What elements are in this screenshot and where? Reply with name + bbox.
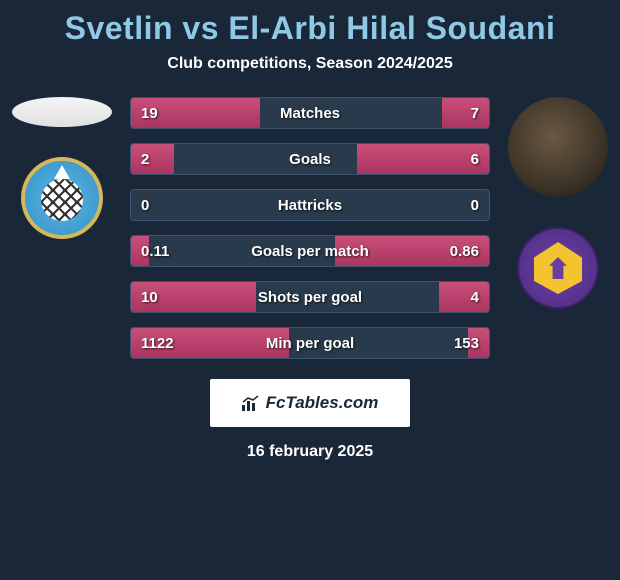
stat-row: 104Shots per goal: [130, 281, 490, 313]
subtitle: Club competitions, Season 2024/2025: [167, 55, 452, 73]
stat-row: 26Goals: [130, 143, 490, 175]
right-column: [508, 97, 608, 309]
stat-label: Matches: [131, 105, 489, 122]
page-title: Svetlin vs El-Arbi Hilal Soudani: [65, 10, 556, 47]
footer-brand-text: FcTables.com: [266, 393, 379, 413]
player-photo-left: [12, 97, 112, 127]
left-column: [12, 97, 112, 239]
date-label: 16 february 2025: [247, 443, 373, 461]
stat-row: 197Matches: [130, 97, 490, 129]
stat-label: Shots per goal: [131, 289, 489, 306]
stat-label: Goals: [131, 151, 489, 168]
stat-label: Goals per match: [131, 243, 489, 260]
chart-icon: [242, 395, 260, 411]
footer-brand-badge: FcTables.com: [210, 379, 411, 427]
stats-bars: 197Matches 26Goals 00Hattricks 0.110.86Goal…: [130, 97, 490, 359]
stat-row: 00Hattricks: [130, 189, 490, 221]
stat-row: 1122153Min per goal: [130, 327, 490, 359]
player-photo-right: [508, 97, 608, 197]
stat-label: Hattricks: [131, 197, 489, 214]
club-logo-left: [21, 157, 103, 239]
stat-row: 0.110.86Goals per match: [130, 235, 490, 267]
comparison-card: Svetlin vs El-Arbi Hilal Soudani Club co…: [0, 0, 620, 461]
stat-label: Min per goal: [131, 335, 489, 352]
club-logo-right: [517, 227, 599, 309]
content-row: 197Matches 26Goals 00Hattricks 0.110.86Goal…: [0, 97, 620, 359]
